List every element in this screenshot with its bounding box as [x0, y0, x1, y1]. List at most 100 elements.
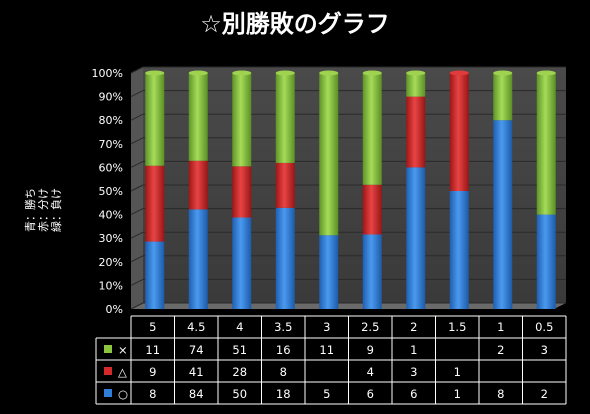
- legend-label: ×: [118, 343, 128, 357]
- x-tick-label: 0.5: [535, 320, 553, 334]
- bar-segment: [406, 167, 426, 309]
- gridline: [130, 113, 144, 121]
- table-cell-value: 6: [367, 387, 374, 401]
- table-cell-value: 4: [367, 365, 374, 379]
- y-tick-label: 40%: [99, 209, 123, 222]
- y-tick-label: 90%: [99, 91, 123, 104]
- y-axis-ticks: 0% 10% 20% 30% 40% 50% 60% 70% 80% 90% 100%: [92, 67, 123, 316]
- bar-cap: [232, 70, 252, 76]
- bar-cap: [536, 70, 556, 76]
- gridline: [130, 160, 144, 168]
- y-axis-label: 青：勝ち 赤：分け 緑：負け: [23, 188, 63, 232]
- table-cell-value: 8: [149, 387, 156, 401]
- y-tick-label: 100%: [92, 67, 123, 80]
- legend-swatch: [104, 389, 112, 397]
- y-tick-label: 80%: [99, 114, 123, 127]
- table-cell-value: 51: [232, 343, 247, 357]
- y-axis-label-line: 赤：分け: [37, 188, 50, 232]
- table-cell-value: 2: [497, 343, 504, 357]
- y-tick-label: 20%: [99, 256, 123, 269]
- table-cell-value: 6: [410, 387, 417, 401]
- table-cell-value: 28: [232, 365, 247, 379]
- legend-swatch: [104, 345, 112, 353]
- y-tick-label: 0%: [106, 303, 123, 316]
- bar-segment: [188, 73, 208, 161]
- bar-segment: [232, 73, 252, 167]
- bar-segment: [188, 160, 208, 210]
- gridline: [130, 231, 144, 239]
- x-tick-label: 5: [149, 320, 156, 334]
- gridline: [130, 255, 144, 263]
- bar-segment: [493, 120, 513, 309]
- table-cell-value: 3: [541, 343, 548, 357]
- bar-segment: [493, 73, 513, 121]
- x-tick-label: 1: [497, 320, 504, 334]
- table-cell-value: 2: [541, 387, 548, 401]
- gridline: [130, 278, 144, 286]
- table-cell-value: 1: [410, 343, 417, 357]
- gridline: [130, 208, 144, 216]
- x-tick-label: 2: [410, 320, 417, 334]
- table-cell-value: 74: [189, 343, 204, 357]
- table-cell-value: 1: [454, 387, 461, 401]
- y-tick-label: 30%: [99, 232, 123, 245]
- table-cell-value: 11: [319, 343, 334, 357]
- table-cell-value: 11: [145, 343, 160, 357]
- bar-cap: [275, 70, 295, 76]
- y-tick-label: 70%: [99, 138, 123, 151]
- gridline: [130, 66, 144, 74]
- bar-cap: [493, 70, 513, 76]
- table-cell-value: 9: [367, 343, 374, 357]
- legend-swatch: [104, 367, 112, 375]
- table-cell-value: 9: [149, 365, 156, 379]
- bar-segment: [536, 73, 556, 215]
- bar-cap: [406, 70, 426, 76]
- table-cell-value: 18: [276, 387, 291, 401]
- bar-segment: [536, 214, 556, 309]
- table-cell-value: 5: [323, 387, 330, 401]
- bar-cap: [449, 70, 469, 76]
- bar-segment: [362, 184, 382, 235]
- bar-segment: [275, 207, 295, 309]
- legend-label: △: [118, 365, 127, 379]
- legend-label: ○: [118, 387, 128, 401]
- table-cell-value: 3: [410, 365, 417, 379]
- bar-segment: [449, 191, 469, 309]
- table-cell-value: 84: [189, 387, 204, 401]
- bar-segment: [145, 241, 165, 309]
- x-tick-label: 4: [236, 320, 243, 334]
- bars: [145, 70, 556, 309]
- table-cell-value: 8: [280, 365, 287, 379]
- bar-segment: [232, 166, 252, 218]
- bar-segment: [188, 209, 208, 309]
- y-axis-label-line: 青：勝ち: [23, 188, 37, 232]
- x-tick-label: 4.5: [187, 320, 205, 334]
- y-tick-label: 50%: [99, 185, 123, 198]
- bar-segment: [362, 234, 382, 309]
- table-cell-value: 16: [276, 343, 291, 357]
- y-tick-label: 10%: [99, 279, 123, 292]
- bar-segment: [275, 73, 295, 163]
- bar-segment: [145, 73, 165, 166]
- y-tick-label: 60%: [99, 161, 123, 174]
- x-tick-label: 2.5: [361, 320, 379, 334]
- bar-cap: [145, 70, 165, 76]
- gridline: [130, 302, 144, 310]
- bar-cap: [188, 70, 208, 76]
- bar-segment: [275, 162, 295, 208]
- data-table: 5 4.5 4 3.5 3 2.5 2 1.5 1 0.5× 11 74 51 16 11 9 1 2 3△ 9 41 2…: [95, 315, 567, 405]
- bar-cap: [319, 70, 339, 76]
- chart-title: ☆別勝敗のグラフ: [200, 10, 390, 38]
- table-cell-value: 8: [497, 387, 504, 401]
- bar-segment: [319, 235, 339, 309]
- bar-segment: [319, 73, 339, 236]
- table-cell-value: 41: [189, 365, 204, 379]
- table-cell-value: 1: [454, 365, 461, 379]
- y-axis-label-line: 緑：負け: [49, 188, 63, 232]
- table-cell-value: 50: [232, 387, 247, 401]
- bar-segment: [406, 96, 426, 168]
- bar-segment: [232, 217, 252, 309]
- bar-segment: [145, 165, 165, 242]
